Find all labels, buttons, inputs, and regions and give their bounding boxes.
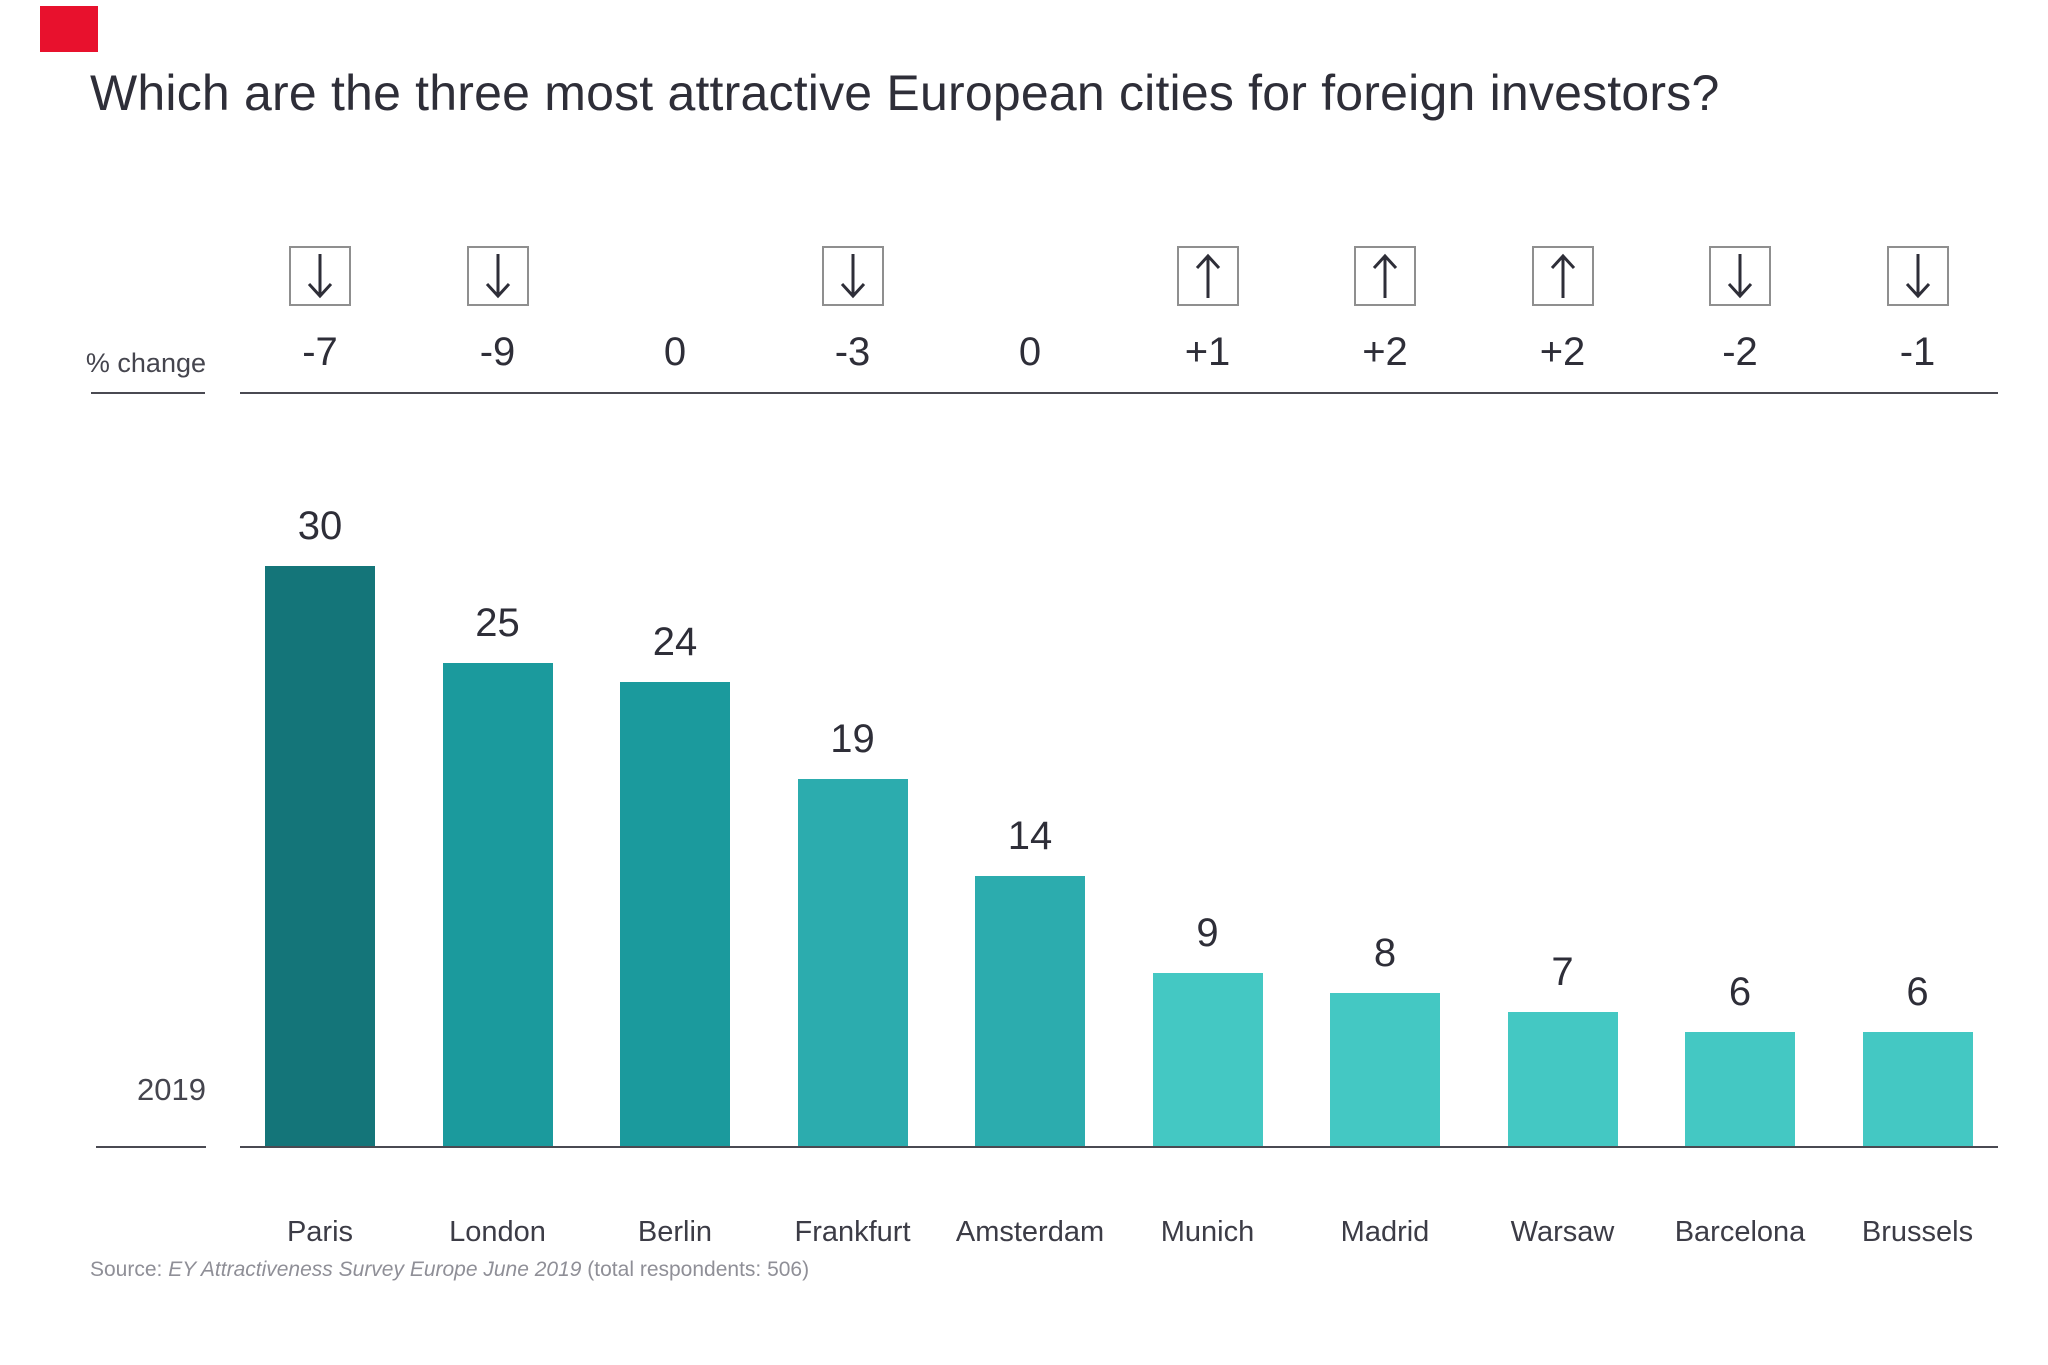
- bar-madrid: [1330, 993, 1440, 1148]
- down-arrow-icon: [485, 254, 510, 299]
- value-label-munich: 9: [1196, 911, 1219, 955]
- source-line: Source: EY Attractiveness Survey Europe …: [90, 1258, 809, 1282]
- pct-change-value-london: -9: [479, 330, 516, 374]
- value-label-warsaw: 7: [1551, 950, 1574, 994]
- pct-change-value-brussels: -1: [1899, 330, 1936, 374]
- pct-change-axis-line: [240, 392, 1998, 394]
- city-label-frankfurt: Frankfurt: [794, 1216, 911, 1248]
- up-arrow-icon: [1195, 253, 1220, 298]
- value-label-amsterdam: 14: [1007, 814, 1053, 858]
- arrow-box-warsaw: [1531, 246, 1594, 306]
- value-label-frankfurt: 19: [830, 717, 875, 761]
- pct-change-value-barcelona: -2: [1722, 330, 1758, 374]
- bar-london: [442, 663, 553, 1148]
- city-label-brussels: Brussels: [1861, 1216, 1974, 1248]
- chart-title: Which are the three most attractive Euro…: [90, 65, 1720, 121]
- pct-change-label-underline: [91, 392, 205, 394]
- up-arrow-icon: [1372, 253, 1398, 298]
- bar-frankfurt: [797, 779, 908, 1148]
- value-label-berlin: 24: [652, 620, 698, 664]
- arrow-box-london: [466, 246, 529, 306]
- pct-change-value-frankfurt: -3: [834, 330, 871, 374]
- bar-paris: [265, 566, 375, 1148]
- arrow-box-madrid: [1354, 246, 1416, 306]
- value-label-london: 25: [475, 601, 520, 645]
- pct-change-value-madrid: +2: [1362, 330, 1408, 374]
- city-label-paris: Paris: [286, 1216, 354, 1248]
- value-label-brussels: 6: [1906, 970, 1929, 1014]
- bar-amsterdam: [975, 876, 1085, 1148]
- year-label-underline: [96, 1146, 206, 1148]
- year-label: 2019: [137, 1072, 206, 1107]
- pct-change-value-berlin: 0: [663, 330, 687, 374]
- x-axis-line: [240, 1146, 1998, 1148]
- source-prefix: Source:: [90, 1258, 169, 1281]
- bar-warsaw: [1507, 1012, 1618, 1148]
- arrow-box-paris: [289, 246, 351, 306]
- pct-change-row-label: % change: [85, 348, 206, 378]
- pct-change-value-amsterdam: 0: [1018, 330, 1042, 374]
- city-label-warsaw: Warsaw: [1510, 1216, 1615, 1248]
- city-label-london: London: [449, 1216, 546, 1248]
- value-label-paris: 30: [297, 504, 343, 548]
- up-arrow-icon: [1550, 253, 1575, 298]
- down-arrow-icon: [1727, 254, 1753, 299]
- value-label-madrid: 8: [1373, 931, 1397, 975]
- city-label-munich: Munich: [1160, 1216, 1255, 1248]
- bar-berlin: [620, 682, 730, 1148]
- city-label-barcelona: Barcelona: [1674, 1216, 1806, 1248]
- arrow-box-frankfurt: [821, 246, 884, 306]
- pct-change-value-paris: -7: [302, 330, 338, 374]
- value-label-barcelona: 6: [1728, 970, 1752, 1014]
- down-arrow-icon: [840, 254, 865, 299]
- bar-brussels: [1862, 1032, 1973, 1148]
- source-suffix: (total respondents: 506): [581, 1258, 810, 1281]
- arrow-box-barcelona: [1709, 246, 1771, 306]
- bar-barcelona: [1685, 1032, 1795, 1148]
- red-accent-square: [40, 6, 98, 52]
- down-arrow-icon: [307, 254, 333, 299]
- arrow-box-munich: [1176, 246, 1239, 306]
- bar-munich: [1152, 973, 1263, 1148]
- pct-change-value-warsaw: +2: [1539, 330, 1586, 374]
- city-label-madrid: Madrid: [1340, 1216, 1430, 1248]
- city-label-amsterdam: Amsterdam: [955, 1216, 1105, 1248]
- source-citation: EY Attractiveness Survey Europe June 201…: [168, 1258, 582, 1281]
- pct-change-value-munich: +1: [1184, 330, 1231, 374]
- down-arrow-icon: [1905, 254, 1930, 299]
- city-label-berlin: Berlin: [637, 1216, 713, 1248]
- arrow-box-brussels: [1886, 246, 1949, 306]
